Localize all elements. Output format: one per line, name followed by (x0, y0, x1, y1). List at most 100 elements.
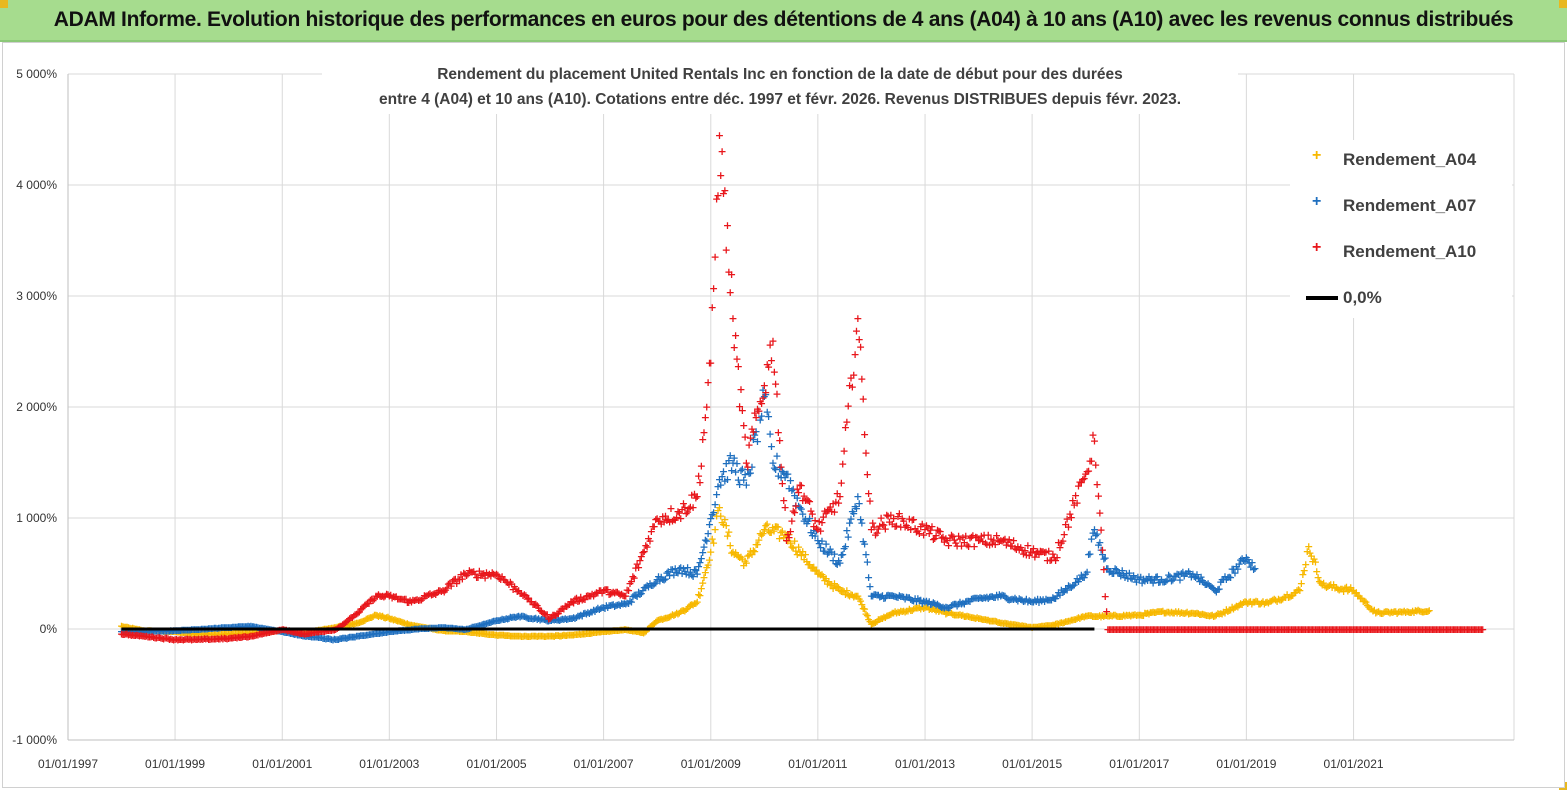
data-point: + (848, 505, 857, 518)
data-point: + (1091, 610, 1100, 623)
data-point: + (155, 631, 164, 644)
data-point: + (1092, 610, 1101, 623)
data-point: + (283, 626, 292, 639)
data-point: + (382, 611, 391, 624)
data-point: + (535, 613, 544, 626)
data-point: + (871, 616, 880, 629)
data-point: + (1041, 593, 1050, 606)
data-point: + (975, 591, 984, 604)
data-point: + (958, 609, 967, 622)
data-point: + (1370, 603, 1379, 616)
data-point: + (335, 632, 344, 645)
data-point: + (435, 621, 444, 634)
data-point: + (383, 611, 392, 624)
data-point: + (193, 627, 202, 640)
data-point: + (988, 590, 997, 603)
data-point: + (230, 621, 239, 634)
data-point: + (749, 433, 758, 446)
data-point: + (775, 532, 784, 545)
data-point: + (146, 625, 155, 638)
data-point: + (149, 631, 158, 644)
data-point: + (1129, 609, 1138, 622)
data-point: + (514, 630, 523, 643)
data-point: + (1161, 607, 1170, 620)
data-point: + (1300, 564, 1309, 577)
data-point: + (528, 630, 537, 643)
data-point: + (774, 470, 783, 483)
data-point: + (596, 625, 605, 638)
data-point: + (555, 629, 564, 642)
data-point: + (245, 630, 254, 643)
data-point: + (647, 579, 656, 592)
data-point: + (678, 604, 687, 617)
data-point: + (970, 591, 979, 604)
data-point: + (662, 611, 671, 624)
data-point: + (122, 625, 131, 638)
data-point: + (903, 604, 912, 617)
data-point: + (333, 621, 342, 634)
data-point: + (842, 415, 851, 428)
data-point: + (1099, 610, 1108, 623)
data-point: + (751, 538, 760, 551)
data-point: + (1065, 580, 1074, 593)
data-point: + (572, 628, 581, 641)
data-point: + (514, 610, 523, 623)
data-point: + (1391, 605, 1400, 618)
data-point: + (1205, 609, 1214, 622)
data-point: + (599, 625, 608, 638)
data-point: + (155, 625, 164, 638)
data-point: + (334, 633, 343, 646)
data-point: + (234, 627, 243, 640)
data-point: + (134, 625, 143, 638)
data-point: + (926, 602, 935, 615)
data-point: + (310, 630, 319, 643)
data-point: + (396, 624, 405, 637)
data-point: + (1037, 620, 1046, 633)
data-point: + (1190, 607, 1199, 620)
data-point: + (941, 601, 950, 614)
data-point: + (661, 572, 670, 585)
data-point: + (1062, 615, 1071, 628)
data-point: + (795, 501, 804, 514)
x-tick-label: 01/01/2005 (466, 757, 526, 771)
data-point: + (401, 617, 410, 630)
data-point: + (172, 625, 181, 638)
data-point: + (231, 620, 240, 633)
data-point: + (531, 612, 540, 625)
legend-item-a07: + Rendement_A07 (1290, 190, 1512, 220)
data-point: + (203, 632, 212, 645)
data-point: + (338, 632, 347, 645)
data-point: + (1158, 604, 1167, 617)
data-point: + (1223, 571, 1232, 584)
data-point: + (1180, 607, 1189, 620)
data-point: + (237, 620, 246, 633)
data-point: + (183, 633, 192, 646)
data-point: + (1006, 593, 1015, 606)
data-point: + (802, 517, 811, 530)
data-point: + (548, 613, 557, 626)
data-point: + (870, 617, 879, 630)
data-point: + (883, 588, 892, 601)
data-point: + (307, 625, 316, 638)
data-point: + (383, 625, 392, 638)
data-point: + (225, 627, 234, 640)
data-point: + (389, 613, 398, 626)
data-point: + (780, 529, 789, 542)
data-point: + (588, 627, 597, 640)
data-point: + (1154, 576, 1163, 589)
data-point: + (558, 629, 567, 642)
data-point: + (304, 630, 313, 643)
data-point: + (664, 565, 673, 578)
data-point: + (221, 627, 230, 640)
data-point: + (697, 552, 706, 565)
data-point: + (840, 542, 849, 555)
data-point: + (541, 613, 550, 626)
data-point: + (1199, 576, 1208, 589)
data-point: + (1050, 619, 1059, 632)
data-point: + (1478, 623, 1487, 636)
data-point: + (967, 611, 976, 624)
data-point: + (647, 619, 656, 632)
data-point: + (547, 629, 556, 642)
y-tick-label: 0% (40, 622, 58, 636)
legend-label-a07: Rendement_A07 (1343, 196, 1477, 215)
